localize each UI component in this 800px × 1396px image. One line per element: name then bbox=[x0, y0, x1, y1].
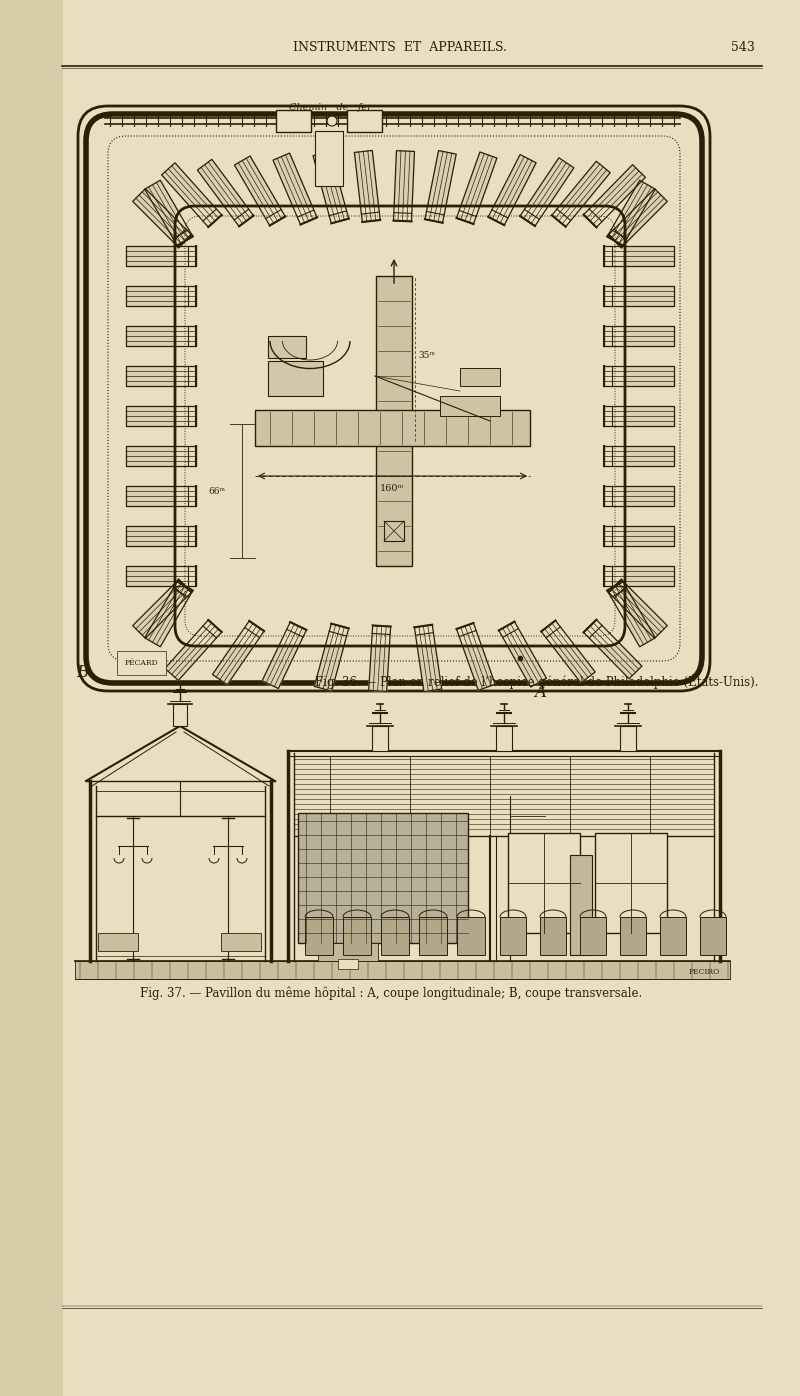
Bar bbox=[305, 917, 333, 955]
Bar bbox=[255, 410, 530, 445]
Polygon shape bbox=[583, 165, 646, 228]
Text: 160ᵐ: 160ᵐ bbox=[380, 484, 404, 493]
FancyBboxPatch shape bbox=[78, 106, 710, 691]
Bar bbox=[419, 917, 447, 955]
Polygon shape bbox=[542, 620, 595, 683]
Polygon shape bbox=[145, 180, 193, 246]
Polygon shape bbox=[126, 246, 196, 267]
Bar bbox=[440, 396, 500, 416]
Polygon shape bbox=[604, 486, 674, 505]
Polygon shape bbox=[234, 156, 286, 226]
Polygon shape bbox=[457, 152, 497, 223]
Bar bbox=[496, 726, 512, 751]
Bar bbox=[268, 362, 323, 396]
Polygon shape bbox=[165, 620, 222, 680]
Bar bbox=[318, 944, 378, 960]
Polygon shape bbox=[604, 406, 674, 426]
Bar bbox=[660, 917, 686, 955]
Polygon shape bbox=[607, 180, 655, 246]
Polygon shape bbox=[126, 526, 196, 546]
Bar bbox=[298, 812, 468, 944]
Polygon shape bbox=[488, 155, 536, 225]
Polygon shape bbox=[604, 286, 674, 306]
Polygon shape bbox=[607, 582, 655, 646]
Polygon shape bbox=[604, 565, 674, 586]
Polygon shape bbox=[213, 621, 264, 684]
Bar bbox=[376, 276, 412, 565]
Polygon shape bbox=[145, 582, 193, 646]
FancyBboxPatch shape bbox=[175, 207, 625, 646]
Text: A: A bbox=[534, 684, 546, 701]
Polygon shape bbox=[414, 624, 442, 691]
Polygon shape bbox=[425, 151, 456, 223]
Text: 543: 543 bbox=[731, 40, 755, 54]
Bar bbox=[0, 0, 62, 1396]
Bar bbox=[381, 917, 409, 955]
Bar bbox=[580, 917, 606, 955]
Bar bbox=[457, 917, 485, 955]
Polygon shape bbox=[273, 154, 317, 225]
Polygon shape bbox=[354, 151, 380, 222]
Bar bbox=[221, 933, 261, 951]
Polygon shape bbox=[604, 526, 674, 546]
Text: Fig. 37. — Pavillon du même hôpital : A, coupe longitudinale; B, coupe transvers: Fig. 37. — Pavillon du même hôpital : A,… bbox=[140, 986, 642, 1000]
Text: Fig. 36. — Plan en relief de l’hospice général de Philadelphie (États-Unis).: Fig. 36. — Plan en relief de l’hospice g… bbox=[315, 674, 758, 690]
Polygon shape bbox=[604, 246, 674, 267]
Polygon shape bbox=[133, 188, 191, 247]
Polygon shape bbox=[552, 162, 610, 226]
Bar bbox=[700, 917, 726, 955]
Polygon shape bbox=[198, 159, 254, 226]
Text: PECIRO: PECIRO bbox=[689, 967, 720, 976]
Polygon shape bbox=[162, 163, 222, 228]
Bar bbox=[268, 336, 306, 357]
Bar bbox=[338, 959, 358, 969]
Text: 35ᵐ: 35ᵐ bbox=[418, 352, 435, 360]
Bar bbox=[620, 726, 636, 751]
Polygon shape bbox=[583, 620, 642, 678]
Polygon shape bbox=[126, 327, 196, 346]
Polygon shape bbox=[314, 624, 349, 691]
Polygon shape bbox=[126, 366, 196, 387]
Polygon shape bbox=[126, 445, 196, 466]
Polygon shape bbox=[394, 151, 414, 222]
Text: PÉCARD: PÉCARD bbox=[125, 659, 158, 667]
Bar bbox=[75, 960, 730, 979]
Polygon shape bbox=[609, 579, 667, 638]
Polygon shape bbox=[262, 623, 306, 688]
Polygon shape bbox=[604, 327, 674, 346]
Bar bbox=[276, 110, 311, 133]
Bar bbox=[570, 854, 592, 955]
Polygon shape bbox=[133, 579, 191, 638]
Polygon shape bbox=[369, 625, 390, 691]
Polygon shape bbox=[604, 445, 674, 466]
Bar bbox=[372, 726, 388, 751]
Polygon shape bbox=[520, 158, 574, 226]
Polygon shape bbox=[126, 286, 196, 306]
Polygon shape bbox=[126, 406, 196, 426]
Bar bbox=[508, 833, 580, 933]
Text: INSTRUMENTS  ET  APPAREILS.: INSTRUMENTS ET APPAREILS. bbox=[293, 40, 507, 54]
Polygon shape bbox=[313, 151, 349, 223]
Bar bbox=[384, 521, 404, 542]
Bar bbox=[540, 917, 566, 955]
Bar bbox=[620, 917, 646, 955]
Text: 66ᵐ: 66ᵐ bbox=[208, 486, 225, 496]
Polygon shape bbox=[499, 621, 546, 687]
Text: B: B bbox=[76, 664, 88, 681]
Bar bbox=[460, 369, 500, 387]
Polygon shape bbox=[126, 486, 196, 505]
Polygon shape bbox=[604, 366, 674, 387]
Bar bbox=[347, 110, 382, 133]
Bar bbox=[173, 704, 187, 726]
Text: Chemin   de   fer: Chemin de fer bbox=[289, 103, 371, 112]
Bar bbox=[595, 833, 667, 933]
Polygon shape bbox=[126, 565, 196, 586]
Bar bbox=[98, 933, 138, 951]
Bar bbox=[343, 917, 371, 955]
Bar bbox=[500, 917, 526, 955]
Polygon shape bbox=[457, 623, 495, 690]
Polygon shape bbox=[609, 188, 667, 247]
Circle shape bbox=[327, 116, 337, 126]
Bar bbox=[315, 131, 343, 186]
